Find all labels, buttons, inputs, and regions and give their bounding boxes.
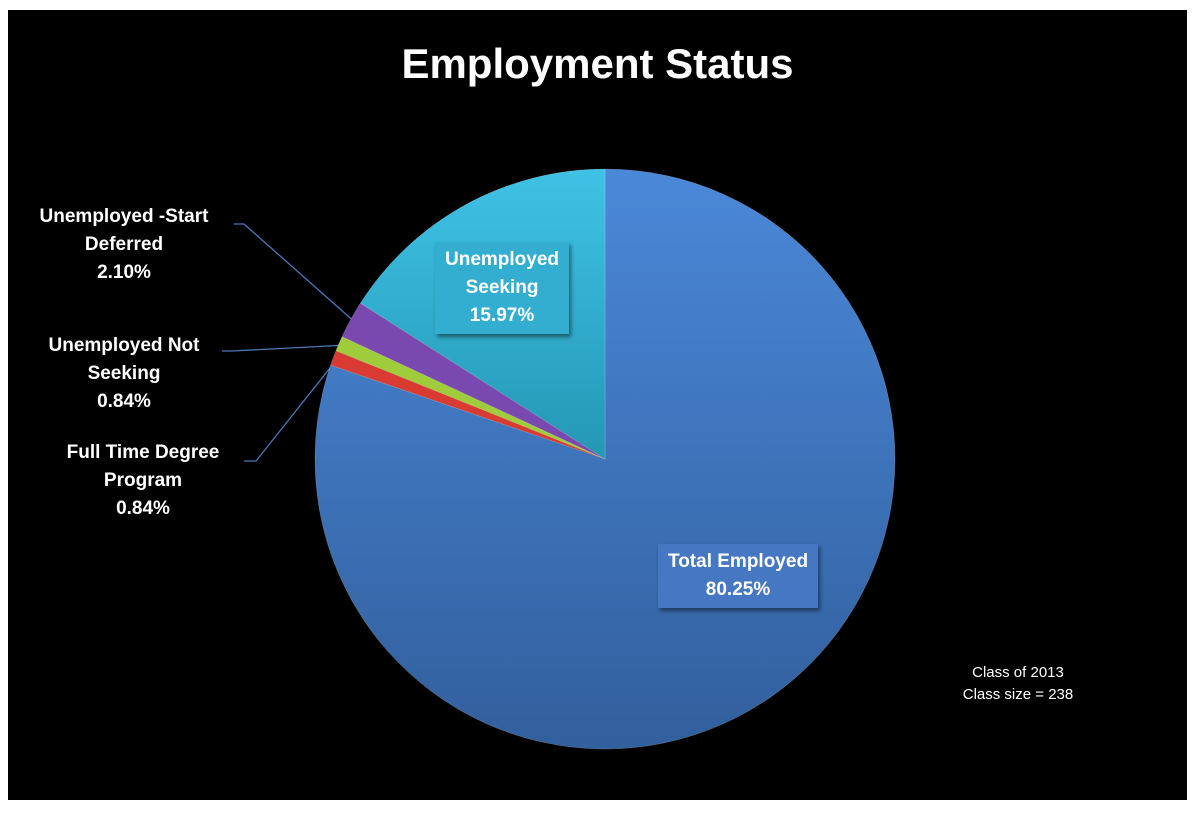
chart-title: Employment Status: [401, 40, 794, 87]
slice-label-unemployed-seeking: Unemployed Seeking 15.97%: [435, 242, 570, 334]
slice-value: 80.25%: [705, 579, 771, 600]
slice-label-unemployed-not-seeking: Unemployed Not Seeking 0.84%: [10, 332, 238, 416]
leader-line-unemployed-start-deferred: [234, 223, 355, 323]
slice-name: Unemployed Not: [48, 335, 200, 356]
class-year: Class of 2013: [972, 664, 1064, 681]
slice-name: Unemployed: [445, 249, 560, 270]
slice-value: 0.84%: [97, 391, 151, 412]
slice-name: Program: [103, 470, 183, 491]
leader-line-full-time-degree-program: [244, 358, 338, 462]
slice-value: 15.97%: [469, 305, 535, 326]
slice-name: Unemployed -Start: [39, 206, 209, 227]
pie-slice-unemployed-not-seeking: [335, 336, 606, 460]
slice-name: Full Time Degree: [66, 442, 220, 463]
slice-value: 2.10%: [97, 262, 151, 283]
class-size: Class size = 238: [962, 686, 1074, 703]
chart-frame: Employment Status Total Employed 80.25% …: [8, 10, 1187, 800]
slice-name: Seeking: [87, 363, 161, 384]
class-info-note: Class of 2013 Class size = 238: [928, 662, 1108, 706]
pie-slice-full-time-degree-program: [330, 350, 606, 460]
slice-name: Seeking: [465, 277, 539, 298]
slice-label-unemployed-start-deferred: Unemployed -Start Deferred 2.10%: [10, 203, 238, 287]
slice-name: Deferred: [84, 234, 164, 255]
slice-value: 0.84%: [116, 498, 170, 519]
slice-label-full-time-degree-program: Full Time Degree Program 0.84%: [10, 439, 276, 523]
slice-name: Total Employed: [668, 551, 809, 572]
slice-label-total-employed: Total Employed 80.25%: [658, 544, 819, 608]
pie-slice-unemployed-start-deferred: [341, 302, 606, 460]
leader-line-unemployed-not-seeking: [222, 344, 343, 352]
